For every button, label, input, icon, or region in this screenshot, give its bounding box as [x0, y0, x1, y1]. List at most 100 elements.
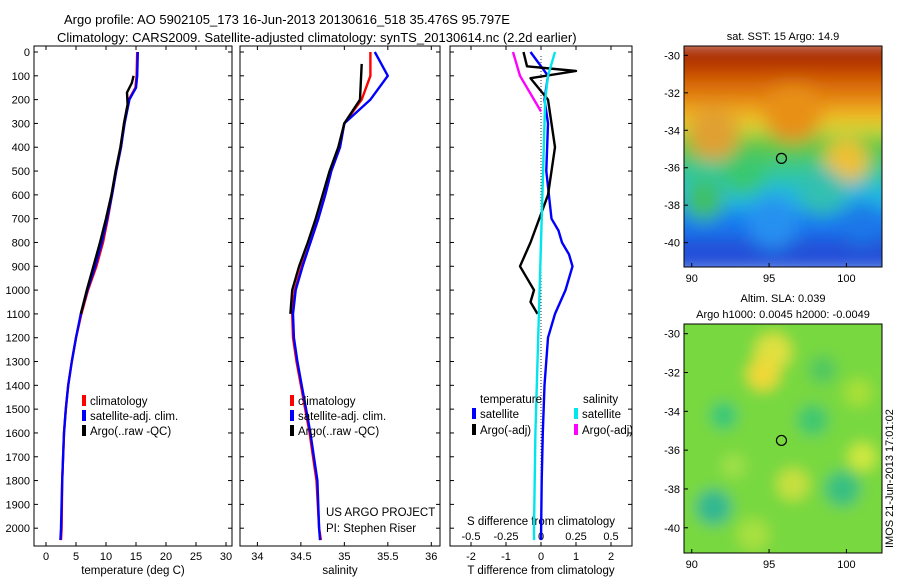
legend-label: satellite-adj. clim. [298, 411, 386, 423]
legend-header-salinity: salinity [583, 394, 618, 406]
x-tick-label: 0 [538, 551, 544, 563]
imos-timestamp: IMOS 21-Jun-2013 17:01:02 [884, 409, 896, 548]
x-tick-label: 2 [608, 551, 614, 563]
y-tick-label: 1700 [6, 452, 30, 464]
map-y-tick-label: -32 [664, 368, 680, 380]
legend-swatch [290, 425, 294, 436]
sst-eddy [747, 196, 800, 249]
map-x-tick-label: 100 [837, 559, 855, 571]
sla-anomaly [844, 378, 873, 407]
x-tick-label: 1 [573, 551, 579, 563]
map-x-tick-label: 95 [763, 559, 775, 571]
map-y-tick-label: -34 [664, 406, 680, 418]
map-frame [683, 323, 883, 554]
x-tick-label: -2 [466, 551, 476, 563]
y-tick-label: 300 [12, 118, 30, 130]
y-tick-label: 1100 [6, 309, 30, 321]
y-tick-label: 900 [12, 261, 30, 273]
sst-eddy [840, 200, 882, 245]
sla-anomaly [776, 468, 809, 501]
series-line-climatology [291, 52, 372, 541]
x-axis-label: T difference from climatology [467, 565, 614, 577]
x-tick-label: -1 [501, 551, 511, 563]
x-tick-label: 36 [425, 551, 437, 563]
map-y-tick-label: -36 [664, 163, 680, 175]
legend-label: Argo(..raw -QC) [90, 426, 171, 438]
x-axis-label: temperature (deg C) [81, 565, 185, 577]
argo-float-marker [775, 434, 788, 447]
x-tick-label: 35 [338, 551, 350, 563]
pi-label: PI: Stephen Riser [326, 523, 416, 535]
sst-eddy [762, 82, 823, 143]
map-y-tick-label: -36 [664, 445, 680, 457]
y-tick-label: 0 [24, 47, 30, 59]
x-axis-label: salinity [322, 565, 357, 577]
legend-swatch [472, 424, 476, 435]
map-y-tick-label: -40 [664, 523, 680, 535]
map-y-tick-label: -30 [664, 50, 680, 62]
sst-eddy [687, 108, 740, 161]
x-tick-label: 5 [73, 551, 79, 563]
argo-float-marker [775, 152, 788, 164]
sla-anomaly [747, 358, 780, 391]
map-title: Altim. SLA: 0.039 [741, 293, 826, 305]
figure-title-line-2: Climatology: CARS2009. Satellite-adjuste… [57, 30, 577, 45]
legend-swatch [82, 395, 86, 406]
y-tick-label: 2000 [6, 523, 30, 535]
map-x-tick-label: 100 [837, 273, 855, 285]
legend-swatch [82, 410, 86, 421]
sla-anomaly [709, 401, 738, 430]
y-tick-label: 200 [12, 95, 30, 107]
y-tick-label: 1000 [6, 285, 30, 297]
y-tick-label: 1500 [6, 404, 30, 416]
map-y-tick-label: -30 [664, 329, 680, 341]
sla-anomaly [824, 470, 861, 507]
x-tick-label: 34.5 [290, 551, 311, 563]
y-tick-label: 500 [12, 166, 30, 178]
panel-frame [239, 45, 441, 547]
map-x-tick-label: 95 [763, 273, 775, 285]
x-tick-label: 15 [130, 551, 142, 563]
x-tick-label: 25 [190, 551, 202, 563]
x-tick-label: 30 [220, 551, 232, 563]
series-line-climatology [59, 51, 139, 541]
y-tick-label: 400 [12, 142, 30, 154]
legend-swatch [82, 425, 86, 436]
legend-label: Argo(-adj) [582, 425, 633, 437]
legend-swatch [290, 410, 294, 421]
map-x-tick-label: 90 [686, 273, 698, 285]
map-y-tick-label: -38 [664, 200, 680, 212]
profile-panel-2: 34 34.5 35 35.5 36 salinity climatology satelli… [239, 45, 441, 577]
legend-swatch [574, 424, 578, 435]
sla-anomaly [721, 453, 746, 478]
map-field [684, 324, 882, 553]
sla-anomaly [848, 442, 877, 471]
map-frame [683, 45, 883, 268]
x2-tick-label: 0.25 [565, 531, 586, 543]
legend-header-temperature: temperature [480, 394, 542, 406]
map-y-tick-label: -32 [664, 88, 680, 100]
legend-label: satellite [480, 409, 519, 421]
sst-color-field [684, 46, 882, 267]
map-y-tick-label: -38 [664, 484, 680, 496]
sst-eddy [721, 152, 766, 197]
legend-label: climatology [90, 396, 148, 408]
series-line-argo-raw-qc [289, 63, 363, 314]
x2-tick-label: -0.5 [462, 531, 481, 543]
x-tick-label: 20 [160, 551, 172, 563]
sla-anomaly [796, 404, 829, 437]
project-label: US ARGO PROJECT [326, 507, 435, 519]
legend-swatch [290, 395, 294, 406]
y-tick-label: 1900 [6, 499, 30, 511]
y-tick-label: 100 [12, 71, 30, 83]
sst-map: -30 -32 -34 -36 -38 -40 90 95 100 sat. SST: 15 Ar… [664, 31, 883, 285]
x-tick-label: 35.5 [377, 551, 398, 563]
legend-swatch [472, 408, 476, 419]
series-line-temperature-argo-adj [518, 51, 578, 315]
map-field [684, 46, 882, 267]
map-x-tick-label: 90 [686, 559, 698, 571]
panel-frame [33, 45, 233, 547]
series-line-salinity-argo-adj [511, 51, 543, 113]
